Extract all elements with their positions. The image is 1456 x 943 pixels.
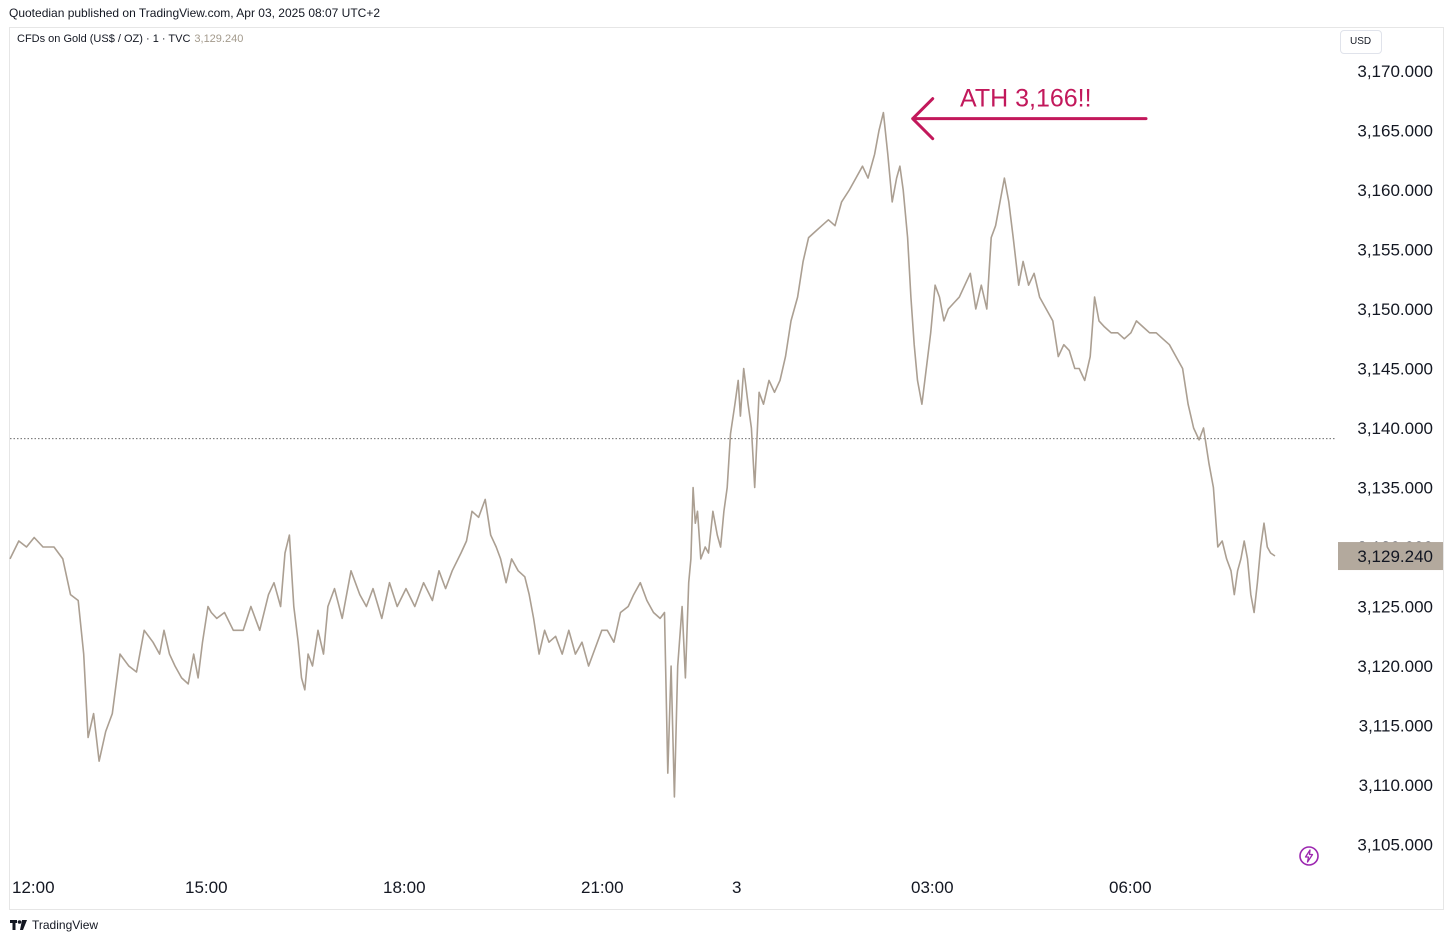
y-tick-label: 3,165.000 xyxy=(1357,122,1433,141)
y-tick-label: 3,125.000 xyxy=(1357,598,1433,617)
x-tick-label: 03:00 xyxy=(911,878,954,897)
x-tick-label: 18:00 xyxy=(383,878,426,897)
y-tick-label: 3,145.000 xyxy=(1357,360,1433,379)
chart-frame xyxy=(9,27,1444,910)
currency-button[interactable]: USD xyxy=(1340,30,1382,54)
y-tick-label: 3,170.000 xyxy=(1357,62,1433,81)
footer-brand-label: TradingView xyxy=(32,918,99,932)
y-tick-label: 3,110.000 xyxy=(1359,776,1433,795)
tradingview-logo-icon xyxy=(10,920,27,930)
lightning-icon[interactable] xyxy=(1298,845,1320,872)
x-tick-label: 21:00 xyxy=(581,878,624,897)
price-series-line xyxy=(9,111,1276,798)
x-tick-label: 06:00 xyxy=(1109,878,1152,897)
y-tick-label: 3,135.000 xyxy=(1357,479,1433,498)
y-tick-label: 3,115.000 xyxy=(1359,717,1433,736)
y-tick-label: 3,140.000 xyxy=(1357,419,1433,438)
last-price-label-bg xyxy=(1338,542,1443,571)
y-tick-label: 3,155.000 xyxy=(1357,241,1433,260)
symbol-name: CFDs on Gold (US$ / OZ) · 1 · TVC xyxy=(17,33,191,45)
x-tick-label: 12:00 xyxy=(12,878,55,897)
x-tick-label: 3 xyxy=(732,878,741,897)
footer-brand: TradingView xyxy=(10,918,98,932)
y-tick-label: 3,105.000 xyxy=(1357,836,1433,855)
y-tick-label: 3,120.000 xyxy=(1357,657,1433,676)
annotation-text: ATH 3,166!! xyxy=(960,85,1092,113)
x-tick-label: 15:00 xyxy=(185,878,228,897)
symbol-last-price: 3,129.240 xyxy=(194,33,244,45)
y-tick-label: 3,150.000 xyxy=(1357,300,1433,319)
publisher-line: Quotedian published on TradingView.com, … xyxy=(9,6,381,20)
annotation-arrow xyxy=(911,97,1148,141)
symbol-legend: CFDs on Gold (US$ / OZ) · 1 · TVC 3,129.2… xyxy=(17,33,243,45)
y-tick-label: 3,160.000 xyxy=(1357,181,1433,200)
last-price-label: 3,129.240 xyxy=(1357,547,1433,566)
